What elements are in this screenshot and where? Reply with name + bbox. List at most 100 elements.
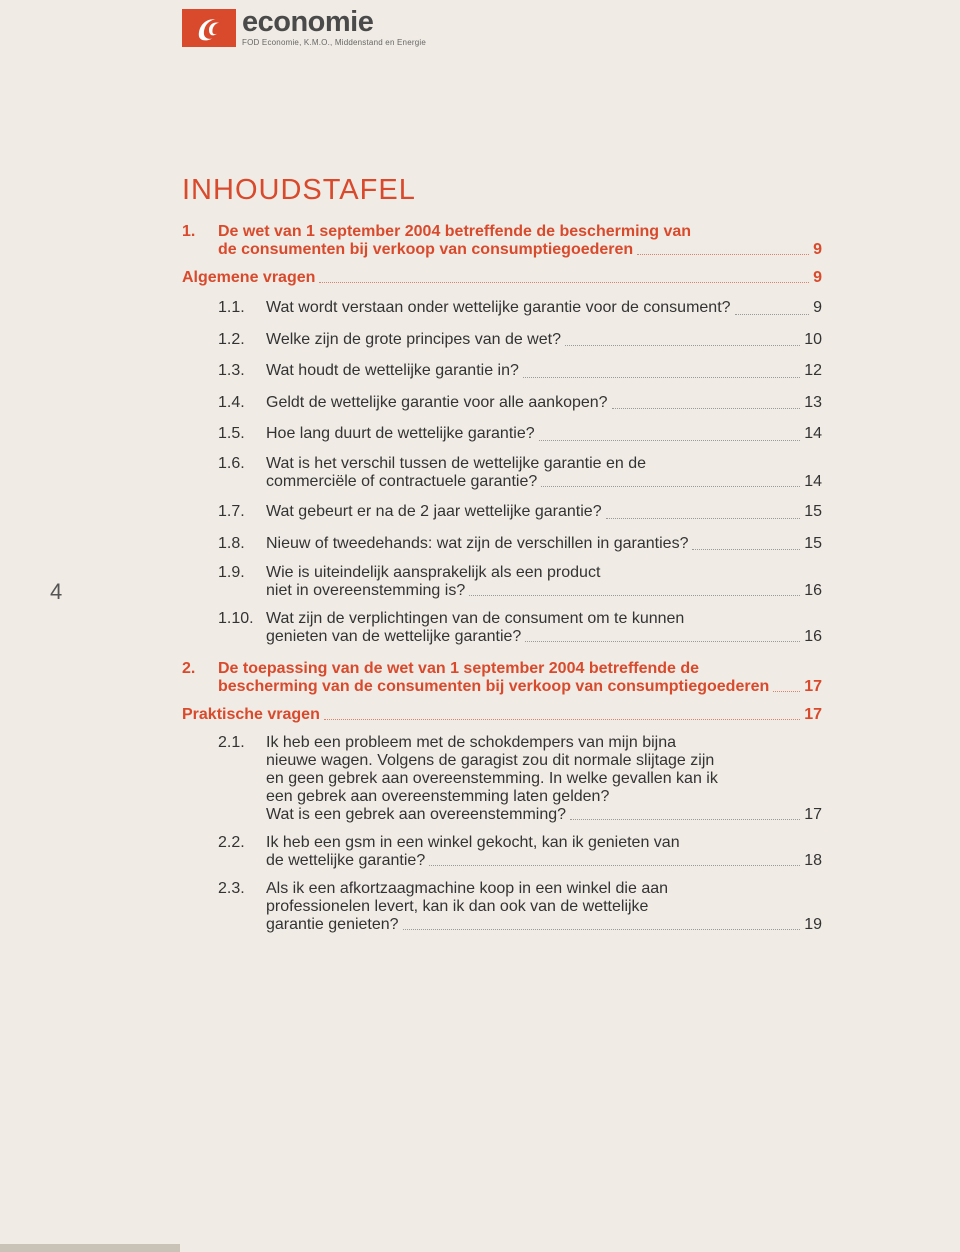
toc-leader (773, 691, 800, 692)
toc-item: 1.1. Wat wordt verstaan onder wettelijke… (182, 297, 822, 319)
toc-subheading-algemene: Algemene vragen 9 (182, 269, 822, 287)
toc-item-num: 1.3. (218, 360, 266, 382)
toc-item-text-line: commerciële of contractuele garantie? (266, 473, 537, 491)
toc-item-text-line: nieuwe wagen. Volgens de garagist zou di… (266, 752, 822, 770)
toc-title: INHOUDSTAFEL (182, 174, 822, 207)
toc-subheading-praktische: Praktische vragen 17 (182, 706, 822, 724)
toc-page: 16 (804, 582, 822, 600)
toc-page: 15 (804, 533, 822, 555)
toc-leader (319, 282, 809, 283)
toc-item: 2.1. Ik heb een probleem met de schokdem… (182, 734, 822, 824)
toc-item-text: Nieuw of tweedehands: wat zijn de versch… (266, 533, 688, 555)
toc-item-text-line: Wat is het verschil tussen de wettelijke… (266, 455, 822, 473)
header-logo: economie FOD Economie, K.M.O., Middensta… (182, 8, 426, 47)
toc-leader (606, 518, 801, 519)
toc-leader (324, 719, 800, 720)
toc-item-num: 1.9. (218, 564, 266, 582)
toc-page: 15 (804, 501, 822, 523)
toc-item-text-line: Wat is een gebrek aan overeenstemming? (266, 806, 566, 824)
toc-item-text-line: Als ik een afkortzaagmachine koop in een… (266, 880, 822, 898)
toc-item-num: 1.1. (218, 297, 266, 319)
toc-leader (429, 865, 800, 866)
toc-item-text-line: professionelen levert, kan ik dan ook va… (266, 898, 822, 916)
toc-item-num: 1.6. (218, 455, 266, 473)
logo-swirl-icon (192, 11, 226, 45)
toc-section-text-line2: bescherming van de consumenten bij verko… (218, 678, 769, 696)
toc-item-text-line: Ik heb een gsm in een winkel gekocht, ka… (266, 834, 822, 852)
toc-leader (612, 408, 801, 409)
toc-page: 9 (813, 269, 822, 287)
toc-item: 1.7. Wat gebeurt er na de 2 jaar wetteli… (182, 501, 822, 523)
toc-item: 1.9. Wie is uiteindelijk aansprakelijk a… (182, 564, 822, 600)
toc-section-num: 1. (182, 223, 218, 241)
toc-page: 16 (804, 628, 822, 646)
toc-page: 17 (804, 678, 822, 696)
toc-item: 1.8. Nieuw of tweedehands: wat zijn de v… (182, 533, 822, 555)
toc-item-text-line: genieten van de wettelijke garantie? (266, 628, 521, 646)
toc-subheading-label: Praktische vragen (182, 706, 320, 724)
toc-item-text-line: de wettelijke garantie? (266, 852, 425, 870)
toc-page: 13 (804, 392, 822, 414)
toc-item-num: 2.3. (218, 880, 266, 898)
toc-leader (570, 819, 800, 820)
toc-item-text-line: Ik heb een probleem met de schokdempers … (266, 734, 822, 752)
toc-item-text-line: niet in overeenstemming is? (266, 582, 465, 600)
toc-page: 10 (804, 329, 822, 351)
logo-subtitle: FOD Economie, K.M.O., Middenstand en Ene… (242, 38, 426, 47)
toc-item: 1.6. Wat is het verschil tussen de wette… (182, 455, 822, 491)
toc-leader (565, 345, 800, 346)
toc-item-text: Wat houdt de wettelijke garantie in? (266, 360, 519, 382)
toc-item-text-line: een gebrek aan overeenstemming laten gel… (266, 788, 822, 806)
toc-section-text-line2: de consumenten bij verkoop van consumpti… (218, 241, 633, 259)
toc-item-num: 1.5. (218, 423, 266, 445)
toc-item: 1.4. Geldt de wettelijke garantie voor a… (182, 392, 822, 414)
toc-section-text-line1: De wet van 1 september 2004 betreffende … (218, 223, 822, 241)
footer-accent-bar (0, 1244, 180, 1252)
toc-content: INHOUDSTAFEL 1. De wet van 1 september 2… (182, 174, 822, 944)
toc-page: 19 (804, 916, 822, 934)
toc-item-text-line: en geen gebrek aan overeenstemming. In w… (266, 770, 822, 788)
toc-leader (469, 595, 800, 596)
toc-subheading-label: Algemene vragen (182, 269, 315, 287)
toc-section-2: 2. De toepassing van de wet van 1 septem… (182, 660, 822, 696)
toc-leader (525, 641, 800, 642)
toc-page: 14 (804, 473, 822, 491)
toc-item: 1.2. Welke zijn de grote principes van d… (182, 329, 822, 351)
toc-item-num: 1.2. (218, 329, 266, 351)
toc-item-num: 1.8. (218, 533, 266, 555)
toc-item-text-line: Wie is uiteindelijk aansprakelijk als ee… (266, 564, 822, 582)
toc-item-text: Wat gebeurt er na de 2 jaar wettelijke g… (266, 501, 602, 523)
toc-page: 12 (804, 360, 822, 382)
toc-section-1: 1. De wet van 1 september 2004 betreffen… (182, 223, 822, 259)
toc-leader (403, 929, 801, 930)
toc-page: 9 (813, 297, 822, 319)
logo-badge (182, 9, 236, 47)
toc-section-num: 2. (182, 660, 218, 678)
toc-leader (541, 486, 800, 487)
toc-item-text-line: garantie genieten? (266, 916, 399, 934)
toc-item: 1.5. Hoe lang duurt de wettelijke garant… (182, 423, 822, 445)
side-page-number: 4 (50, 579, 62, 605)
toc-leader (637, 254, 809, 255)
toc-leader (735, 314, 810, 315)
logo-wordmark: economie (242, 8, 426, 37)
toc-item: 2.2. Ik heb een gsm in een winkel gekoch… (182, 834, 822, 870)
toc-item-num: 2.2. (218, 834, 266, 852)
toc-item-text: Hoe lang duurt de wettelijke garantie? (266, 423, 535, 445)
toc-item: 1.3. Wat houdt de wettelijke garantie in… (182, 360, 822, 382)
toc-leader (523, 377, 800, 378)
toc-item-num: 1.4. (218, 392, 266, 414)
toc-item-num: 1.7. (218, 501, 266, 523)
toc-page: 14 (804, 423, 822, 445)
toc-page: 18 (804, 852, 822, 870)
toc-item-text: Geldt de wettelijke garantie voor alle a… (266, 392, 608, 414)
toc-item-num: 1.10. (218, 610, 266, 628)
toc-item-text: Welke zijn de grote principes van de wet… (266, 329, 561, 351)
toc-item-text-line: Wat zijn de verplichtingen van de consum… (266, 610, 822, 628)
toc-item: 2.3. Als ik een afkortzaagmachine koop i… (182, 880, 822, 934)
toc-item: 1.10. Wat zijn de verplichtingen van de … (182, 610, 822, 646)
toc-page: 9 (813, 241, 822, 259)
toc-leader (539, 440, 801, 441)
toc-item-text: Wat wordt verstaan onder wettelijke gara… (266, 297, 731, 319)
toc-page: 17 (804, 806, 822, 824)
